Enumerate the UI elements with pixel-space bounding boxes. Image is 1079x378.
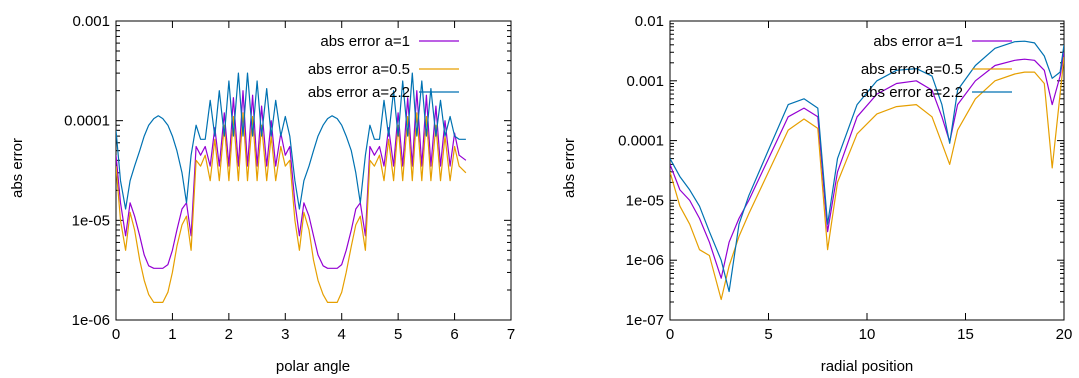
series-line-2 bbox=[670, 40, 1064, 293]
series-line-0 bbox=[670, 52, 1064, 279]
y-tick-label: 1e-06 bbox=[72, 312, 110, 329]
x-tick-label: 0 bbox=[666, 326, 674, 343]
x-tick-label: 0 bbox=[112, 326, 120, 343]
x-tick-label: 10 bbox=[859, 326, 876, 343]
x-tick-label: 5 bbox=[394, 326, 402, 343]
y-tick-label: 1e-07 bbox=[626, 312, 664, 329]
y-tick-label: 0.001 bbox=[72, 13, 110, 30]
x-tick-label: 2 bbox=[225, 326, 233, 343]
y-tick-label: 0.0001 bbox=[64, 113, 110, 130]
legend-label-1: abs error a=0.5 bbox=[308, 61, 410, 78]
legend-label-2: abs error a=2.2 bbox=[861, 84, 963, 101]
x-tick-label: 20 bbox=[1056, 326, 1073, 343]
y-axis-label: abs error bbox=[9, 138, 26, 198]
panel-right: abs error radial position 1e-07 1e-06 1e-0… bbox=[561, 13, 1072, 375]
legend-label-2: abs error a=2.2 bbox=[308, 84, 410, 101]
legend-label-0: abs error a=1 bbox=[873, 33, 963, 50]
x-tick-label: 6 bbox=[450, 326, 458, 343]
y-tick-label: 0.0001 bbox=[618, 133, 664, 150]
y-tick-label: 0.01 bbox=[635, 13, 664, 30]
x-tick-label: 3 bbox=[281, 326, 289, 343]
panel-left: abs error polar angle 1e-06 1e-05 0.0001 0.… bbox=[9, 13, 515, 375]
x-axis-label: polar angle bbox=[276, 358, 350, 375]
series-lines bbox=[670, 40, 1064, 301]
y-tick-label: 1e-05 bbox=[72, 212, 110, 229]
x-tick-label: 5 bbox=[764, 326, 772, 343]
series-lines bbox=[116, 72, 467, 303]
legend-label-0: abs error a=1 bbox=[320, 33, 410, 50]
y-tick-label: 1e-06 bbox=[626, 252, 664, 269]
x-tick-label: 1 bbox=[168, 326, 176, 343]
x-tick-label: 4 bbox=[338, 326, 346, 343]
x-tick-label: 15 bbox=[957, 326, 974, 343]
y-tick-label: 1e-05 bbox=[626, 192, 664, 209]
series-line-1 bbox=[116, 112, 467, 303]
x-tick-label: 7 bbox=[507, 326, 515, 343]
y-axis-label: abs error bbox=[561, 138, 578, 198]
series-line-1 bbox=[670, 56, 1064, 301]
legend-label-1: abs error a=0.5 bbox=[861, 61, 963, 78]
y-tick-label: 0.001 bbox=[626, 73, 664, 90]
x-axis-label: radial position bbox=[821, 358, 914, 375]
series-line-2 bbox=[116, 72, 466, 210]
